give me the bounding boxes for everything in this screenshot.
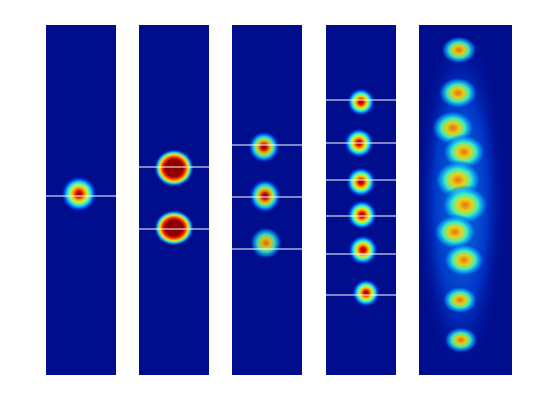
ion: [346, 167, 376, 197]
ion: [348, 235, 378, 265]
ion: [61, 176, 97, 212]
ion: [154, 210, 194, 246]
ion: [250, 227, 282, 259]
ion: [249, 179, 281, 213]
ion: [443, 243, 485, 277]
panel: [326, 25, 396, 375]
panel: [139, 25, 209, 375]
ion: [441, 36, 477, 64]
ion: [248, 131, 280, 163]
marker-lines: [46, 99, 396, 296]
ion: [352, 279, 380, 307]
ion: [438, 77, 478, 109]
ion: [347, 88, 375, 116]
ion-images: [61, 25, 505, 375]
ion: [444, 327, 478, 353]
ion: [154, 149, 194, 187]
ion: [433, 214, 477, 250]
ion: [442, 286, 478, 314]
ion: [347, 200, 377, 230]
